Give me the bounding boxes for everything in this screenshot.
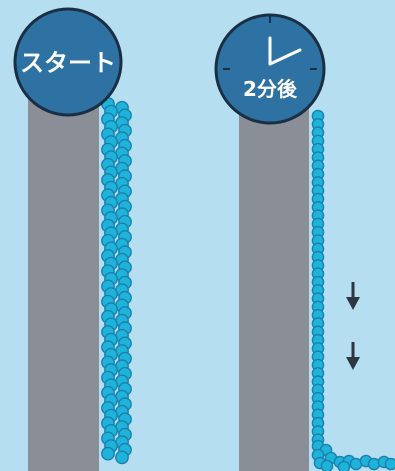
after-pillar xyxy=(239,92,309,471)
bead xyxy=(384,457,395,471)
bead xyxy=(115,450,129,465)
after-bead-column xyxy=(311,109,325,447)
bead xyxy=(337,460,351,471)
start-label: スタート xyxy=(20,49,116,77)
clock-icon xyxy=(223,16,317,70)
start-bead-column xyxy=(101,97,132,465)
after-bead-pile xyxy=(311,439,395,471)
bead xyxy=(320,459,334,471)
down-arrow-icon xyxy=(346,342,360,370)
start-panel: スタート xyxy=(13,7,132,471)
down-arrow-icon xyxy=(346,282,360,310)
after-panel: 2分後 xyxy=(214,13,395,471)
after-badge xyxy=(214,13,326,125)
after-label: 2分後 xyxy=(243,77,298,101)
start-pillar xyxy=(28,92,99,471)
bead xyxy=(367,457,381,471)
start-badge xyxy=(13,7,123,117)
bead xyxy=(101,446,115,461)
